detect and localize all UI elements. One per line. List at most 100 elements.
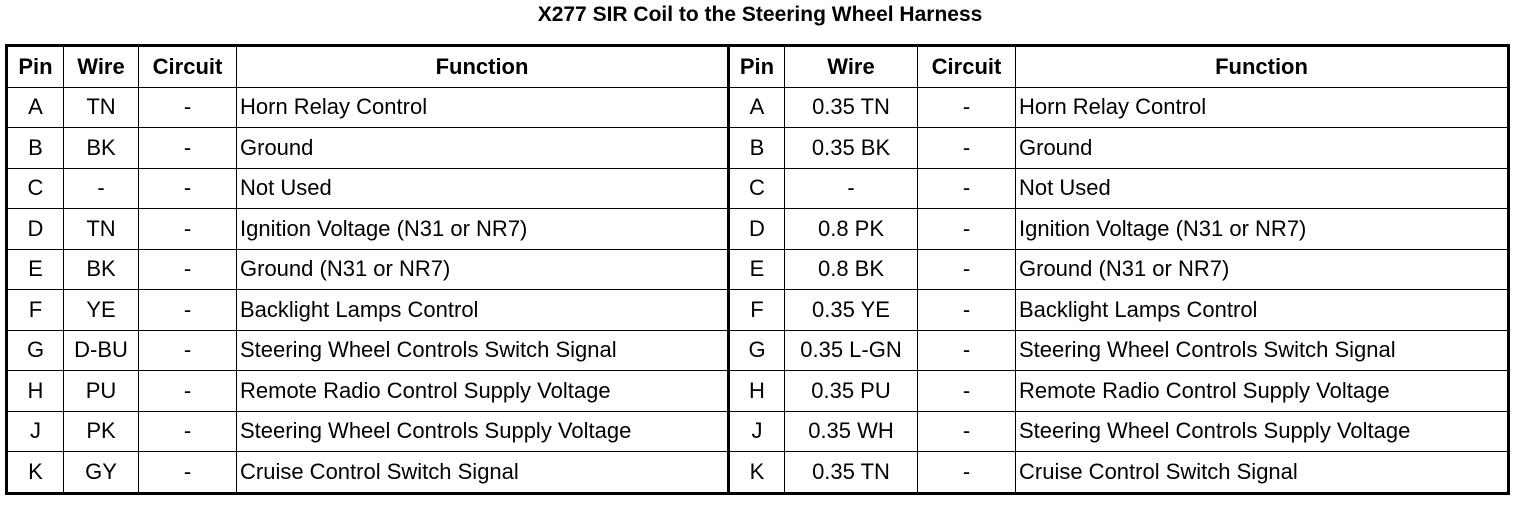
pin-cell: H — [6, 370, 64, 412]
header-wire-cell: Wire — [784, 45, 918, 88]
pin-cell: E — [727, 248, 785, 290]
table-row: G D-BU - Steering Wheel Controls Switch Sig… — [6, 329, 1509, 371]
pinout-table: Pin Wire Circuit Function Pin Wire Circuit Func… — [5, 44, 1510, 495]
wire-cell: TN — [63, 208, 139, 250]
pin-cell: H — [727, 370, 785, 412]
header-circuit-cell: Circuit — [917, 45, 1016, 88]
pin-cell: E — [6, 248, 64, 290]
pin-cell: J — [6, 410, 64, 452]
wire-cell: 0.35 TN — [784, 86, 918, 128]
pin-cell: F — [6, 289, 64, 331]
header-function-cell: Function — [236, 45, 729, 88]
pin-cell: D — [727, 208, 785, 250]
circuit-cell: - — [917, 410, 1016, 452]
circuit-cell: - — [917, 370, 1016, 412]
wire-cell: 0.8 BK — [784, 248, 918, 290]
function-cell: Remote Radio Control Supply Voltage — [236, 370, 729, 412]
function-cell: Ground (N31 or NR7) — [236, 248, 729, 290]
pin-cell: K — [6, 451, 64, 494]
wire-cell: PU — [63, 370, 139, 412]
circuit-cell: - — [138, 451, 237, 494]
function-cell: Not Used — [1015, 167, 1509, 209]
circuit-cell: - — [138, 410, 237, 452]
table-row: J PK - Steering Wheel Controls Supply Volta… — [6, 410, 1509, 452]
wire-cell: D-BU — [63, 329, 139, 371]
wire-cell: 0.35 PU — [784, 370, 918, 412]
wire-cell: YE — [63, 289, 139, 331]
function-cell: Horn Relay Control — [236, 86, 729, 128]
header-pin-cell: Pin — [6, 45, 64, 88]
circuit-cell: - — [917, 248, 1016, 290]
table-row: H PU - Remote Radio Control Supply Voltage H… — [6, 370, 1509, 412]
circuit-cell: - — [138, 86, 237, 128]
function-cell: Not Used — [236, 167, 729, 209]
wire-cell: - — [63, 167, 139, 209]
wire-cell: BK — [63, 248, 139, 290]
wire-cell: BK — [63, 127, 139, 169]
circuit-cell: - — [917, 289, 1016, 331]
function-cell: Cruise Control Switch Signal — [236, 451, 729, 494]
circuit-cell: - — [138, 208, 237, 250]
circuit-cell: - — [917, 86, 1016, 128]
function-cell: Steering Wheel Controls Supply Voltage — [236, 410, 729, 452]
function-cell: Backlight Lamps Control — [1015, 289, 1509, 331]
header-circuit-cell: Circuit — [138, 45, 237, 88]
function-cell: Ground — [236, 127, 729, 169]
pin-cell: J — [727, 410, 785, 452]
table-row: A TN - Horn Relay Control A 0.35 TN - Horn Rela… — [6, 86, 1509, 128]
pin-cell: A — [727, 86, 785, 128]
function-cell: Steering Wheel Controls Supply Voltage — [1015, 410, 1509, 452]
circuit-cell: - — [917, 451, 1016, 494]
function-cell: Backlight Lamps Control — [236, 289, 729, 331]
wire-cell: GY — [63, 451, 139, 494]
pin-cell: G — [6, 329, 64, 371]
circuit-cell: - — [138, 167, 237, 209]
table-row: E BK - Ground (N31 or NR7) E 0.8 BK - Ground (N… — [6, 248, 1509, 290]
function-cell: Ground (N31 or NR7) — [1015, 248, 1509, 290]
pin-cell: C — [727, 167, 785, 209]
function-cell: Ignition Voltage (N31 or NR7) — [1015, 208, 1509, 250]
circuit-cell: - — [138, 289, 237, 331]
pin-cell: C — [6, 167, 64, 209]
wire-cell: 0.8 PK — [784, 208, 918, 250]
function-cell: Horn Relay Control — [1015, 86, 1509, 128]
pin-cell: B — [6, 127, 64, 169]
pin-cell: G — [727, 329, 785, 371]
table-row: D TN - Ignition Voltage (N31 or NR7) D 0.8 PK… — [6, 208, 1509, 250]
function-cell: Steering Wheel Controls Switch Signal — [1015, 329, 1509, 371]
wire-cell: 0.35 YE — [784, 289, 918, 331]
wire-cell: - — [784, 167, 918, 209]
function-cell: Steering Wheel Controls Switch Signal — [236, 329, 729, 371]
pin-cell: B — [727, 127, 785, 169]
wire-cell: PK — [63, 410, 139, 452]
pin-cell: K — [727, 451, 785, 494]
pin-cell: F — [727, 289, 785, 331]
circuit-cell: - — [917, 167, 1016, 209]
circuit-cell: - — [138, 329, 237, 371]
table-title: X277 SIR Coil to the Steering Wheel Harn… — [537, 3, 983, 26]
table-row: C - - Not Used C - - Not Used — [6, 167, 1509, 209]
wire-cell: 0.35 WH — [784, 410, 918, 452]
table-row: K GY - Cruise Control Switch Signal K 0.35 TN… — [6, 451, 1509, 494]
function-cell: Ignition Voltage (N31 or NR7) — [236, 208, 729, 250]
wire-cell: 0.35 L-GN — [784, 329, 918, 371]
wire-cell: 0.35 BK — [784, 127, 918, 169]
header-pin-cell: Pin — [727, 45, 785, 88]
header-row: Pin Wire Circuit Function Pin Wire Circuit Func… — [6, 45, 1509, 88]
table-row: F YE - Backlight Lamps Control F 0.35 YE - Back… — [6, 289, 1509, 331]
pin-cell: D — [6, 208, 64, 250]
circuit-cell: - — [138, 127, 237, 169]
table-row: B BK - Ground B 0.35 BK - Ground — [6, 127, 1509, 169]
function-cell: Ground — [1015, 127, 1509, 169]
header-wire-cell: Wire — [63, 45, 139, 88]
wire-cell: TN — [63, 86, 139, 128]
function-cell: Cruise Control Switch Signal — [1015, 451, 1509, 494]
header-function-cell: Function — [1015, 45, 1509, 88]
function-cell: Remote Radio Control Supply Voltage — [1015, 370, 1509, 412]
circuit-cell: - — [917, 127, 1016, 169]
circuit-cell: - — [917, 329, 1016, 371]
pin-cell: A — [6, 86, 64, 128]
circuit-cell: - — [917, 208, 1016, 250]
circuit-cell: - — [138, 248, 237, 290]
